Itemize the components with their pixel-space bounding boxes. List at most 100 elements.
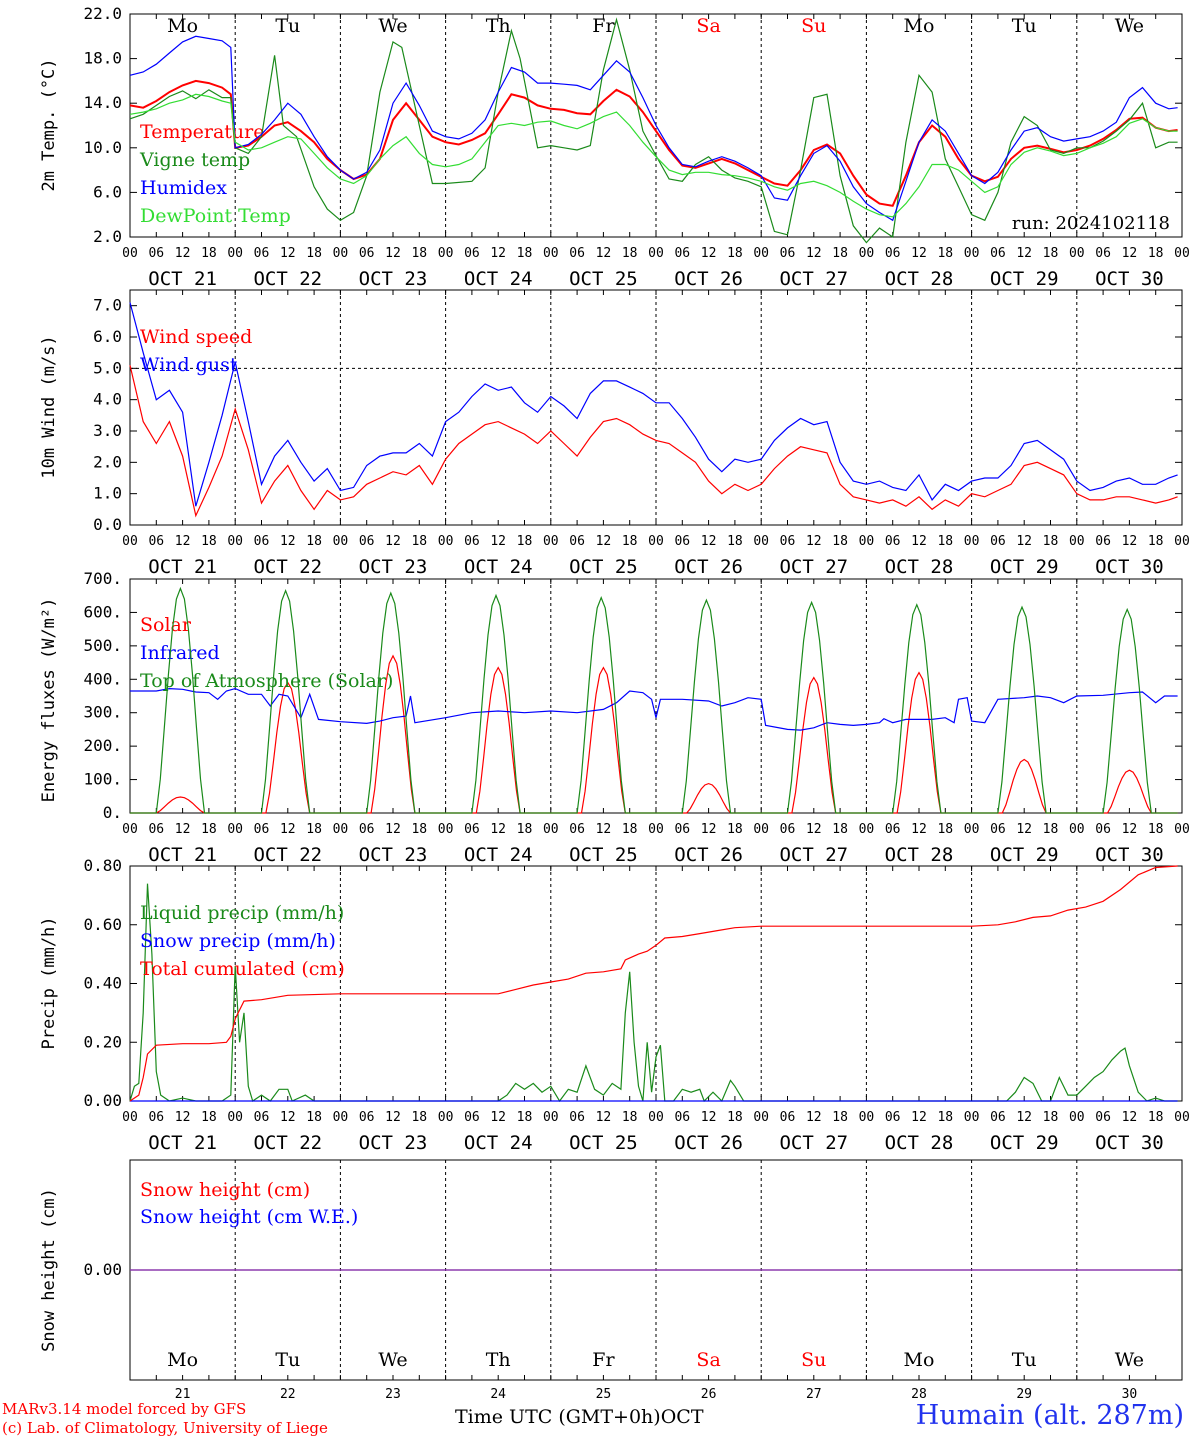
- hour-tick-label: 12: [701, 822, 717, 837]
- hour-tick-label: 06: [990, 534, 1006, 549]
- hour-tick-label: 06: [885, 246, 901, 261]
- hour-tick-label: 00: [1174, 534, 1190, 549]
- hour-tick-label: 12: [1122, 822, 1138, 837]
- hour-tick-label: 12: [701, 1110, 717, 1125]
- hour-tick-label: 00: [122, 822, 138, 837]
- y-tick-label: 4.0: [93, 390, 122, 409]
- hour-tick-label: 18: [622, 246, 638, 261]
- hour-tick-label: 18: [937, 822, 953, 837]
- hour-tick-label: 12: [385, 1110, 401, 1125]
- date-label: OCT 24: [464, 844, 533, 866]
- hour-tick-label: 12: [280, 1110, 296, 1125]
- series-line-vigne-temp: [129, 17, 1178, 244]
- hour-tick-label: 06: [780, 534, 796, 549]
- hour-tick-label: 12: [806, 1110, 822, 1125]
- day-number: 23: [385, 1387, 401, 1402]
- hour-tick-label: 06: [780, 246, 796, 261]
- hour-tick-label: 18: [411, 534, 427, 549]
- hour-tick-label: 00: [1174, 822, 1190, 837]
- day-number: 22: [280, 1387, 296, 1402]
- hour-tick-label: 12: [596, 1110, 612, 1125]
- date-label: OCT 26: [674, 268, 743, 290]
- day-number: 26: [701, 1387, 717, 1402]
- hour-tick-label: 00: [227, 534, 243, 549]
- hour-tick-label: 00: [227, 1110, 243, 1125]
- date-label: OCT 26: [674, 556, 743, 578]
- hour-tick-label: 00: [859, 822, 875, 837]
- hour-tick-label: 06: [254, 534, 270, 549]
- hour-tick-label: 12: [911, 534, 927, 549]
- y-tick-label: 2.0: [93, 227, 122, 246]
- hour-tick-label: 12: [1122, 1110, 1138, 1125]
- hour-tick-label: 06: [148, 246, 164, 261]
- day-number: 27: [806, 1387, 822, 1402]
- date-label: OCT 28: [885, 268, 954, 290]
- hour-tick-label: 00: [1174, 246, 1190, 261]
- day-abbr-top: Th: [486, 15, 511, 37]
- y-tick-label: 2.0: [93, 452, 122, 471]
- hour-tick-label: 00: [964, 246, 980, 261]
- hour-tick-label: 18: [1043, 534, 1059, 549]
- y-tick-label: 300.: [83, 703, 122, 722]
- y-tick-label: 200.: [83, 736, 122, 755]
- date-label: OCT 26: [674, 844, 743, 866]
- legend-entry: Wind gust: [140, 354, 238, 376]
- date-label: OCT 26: [674, 1132, 743, 1154]
- series-line-infrared: [130, 687, 1178, 731]
- y-tick-label: 0.00: [83, 1260, 122, 1279]
- hour-tick-label: 18: [306, 822, 322, 837]
- hour-tick-label: 06: [990, 822, 1006, 837]
- hour-tick-label: 12: [175, 1110, 191, 1125]
- hour-tick-label: 12: [596, 534, 612, 549]
- hour-tick-label: 18: [937, 534, 953, 549]
- date-label: OCT 29: [990, 556, 1059, 578]
- day-number: 28: [911, 1387, 927, 1402]
- hour-tick-label: 18: [832, 534, 848, 549]
- date-label: OCT 23: [359, 268, 428, 290]
- date-label: OCT 25: [569, 844, 638, 866]
- hour-tick-label: 06: [148, 1110, 164, 1125]
- x-axis-title: Time UTC (GMT+0h): [455, 1406, 661, 1428]
- hour-tick-label: 00: [859, 534, 875, 549]
- hour-tick-label: 00: [227, 822, 243, 837]
- date-label: OCT 30: [1095, 268, 1164, 290]
- hour-tick-label: 18: [727, 534, 743, 549]
- hour-tick-label: 06: [359, 1110, 375, 1125]
- hour-tick-label: 12: [1122, 246, 1138, 261]
- series-line-total-cumulated-cm-: [129, 865, 1178, 1102]
- day-number: 30: [1122, 1387, 1138, 1402]
- day-abbr-bottom: We: [1115, 1349, 1144, 1371]
- day-abbr-bottom: Fr: [592, 1349, 615, 1371]
- legend-entry: Top of Atmosphere (Solar): [140, 670, 393, 692]
- hour-tick-label: 00: [333, 822, 349, 837]
- date-label: OCT 23: [359, 1132, 428, 1154]
- day-abbr-top: Fr: [592, 15, 615, 37]
- y-tick-label: 0.20: [83, 1032, 122, 1051]
- hour-tick-label: 00: [543, 534, 559, 549]
- hour-tick-label: 00: [1069, 534, 1085, 549]
- hour-tick-label: 18: [727, 1110, 743, 1125]
- hour-tick-label: 12: [701, 246, 717, 261]
- credit-line-2: (c) Lab. of Climatology, University of L…: [2, 1419, 328, 1437]
- hour-tick-label: 18: [937, 246, 953, 261]
- hour-tick-label: 12: [911, 1110, 927, 1125]
- y-axis-title: Snow height (cm): [39, 1188, 59, 1352]
- y-tick-label: 100.: [83, 770, 122, 789]
- legend-entry: Wind speed: [140, 326, 252, 348]
- day-abbr-top: Tu: [1012, 15, 1037, 37]
- hour-tick-label: 12: [596, 246, 612, 261]
- date-label: OCT 22: [253, 268, 322, 290]
- hour-tick-label: 06: [1095, 534, 1111, 549]
- hour-tick-label: 00: [753, 246, 769, 261]
- y-tick-label: 0.60: [83, 915, 122, 934]
- date-label: OCT 27: [779, 844, 848, 866]
- hour-tick-label: 12: [806, 822, 822, 837]
- hour-tick-label: 06: [464, 822, 480, 837]
- hour-tick-label: 18: [201, 1110, 217, 1125]
- hour-tick-label: 06: [254, 246, 270, 261]
- hour-tick-label: 06: [674, 534, 690, 549]
- hour-tick-label: 18: [306, 534, 322, 549]
- date-label: OCT 27: [779, 268, 848, 290]
- hour-tick-label: 12: [385, 822, 401, 837]
- date-label: OCT 25: [569, 556, 638, 578]
